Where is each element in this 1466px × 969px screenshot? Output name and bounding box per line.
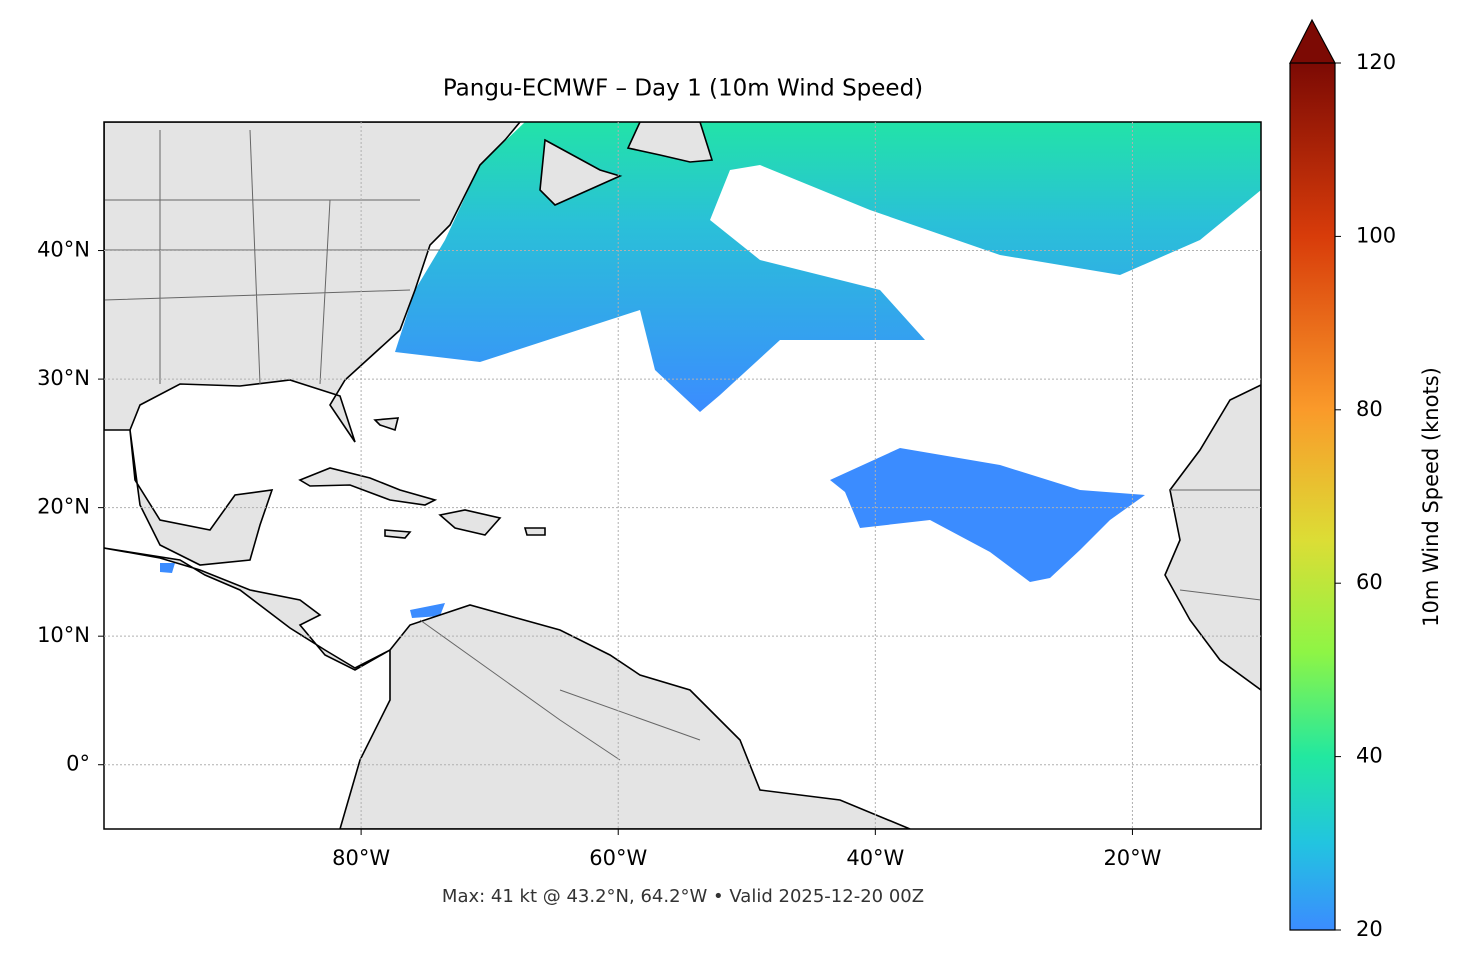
colorbar-tick-label: 120 (1356, 50, 1396, 74)
chart-title: Pangu-ECMWF – Day 1 (10m Wind Speed) (443, 76, 923, 102)
colorbar-label: 10m Wind Speed (knots) (1419, 367, 1443, 627)
land (1164, 384, 1261, 691)
colorbar-tick-label: 60 (1356, 570, 1383, 594)
land (298, 417, 546, 539)
footer: Max: 41 kt @ 43.2°N, 64.2°W • Valid 2025… (442, 886, 924, 907)
y-tick-label: 10°N (37, 623, 90, 647)
colorbar (1290, 63, 1335, 930)
border (104, 129, 1261, 761)
x-tick-label: 60°W (589, 846, 647, 870)
map-frame (103, 121, 1262, 830)
land (539, 122, 714, 206)
colorbar-tick-label: 40 (1356, 744, 1383, 768)
colorbar-tick-label: 20 (1356, 917, 1383, 941)
land (104, 429, 911, 829)
y-tick-label: 20°N (37, 495, 90, 519)
y-tick-label: 30°N (37, 366, 90, 390)
y-tick-label: 0° (66, 752, 90, 776)
y-tick-label: 40°N (37, 238, 90, 262)
map (104, 122, 1261, 829)
colorbar-frame (1289, 63, 1336, 931)
wind-field (830, 448, 1145, 582)
x-tick-label: 80°W (332, 846, 390, 870)
land (104, 122, 522, 443)
x-tick-label: 40°W (846, 846, 904, 870)
wind-field (395, 122, 1261, 412)
colorbar-tick-label: 80 (1356, 397, 1383, 421)
x-tick-label: 20°W (1103, 846, 1161, 870)
colorbar-tick-label: 100 (1356, 223, 1396, 247)
colorbar-extension (1289, 18, 1337, 64)
